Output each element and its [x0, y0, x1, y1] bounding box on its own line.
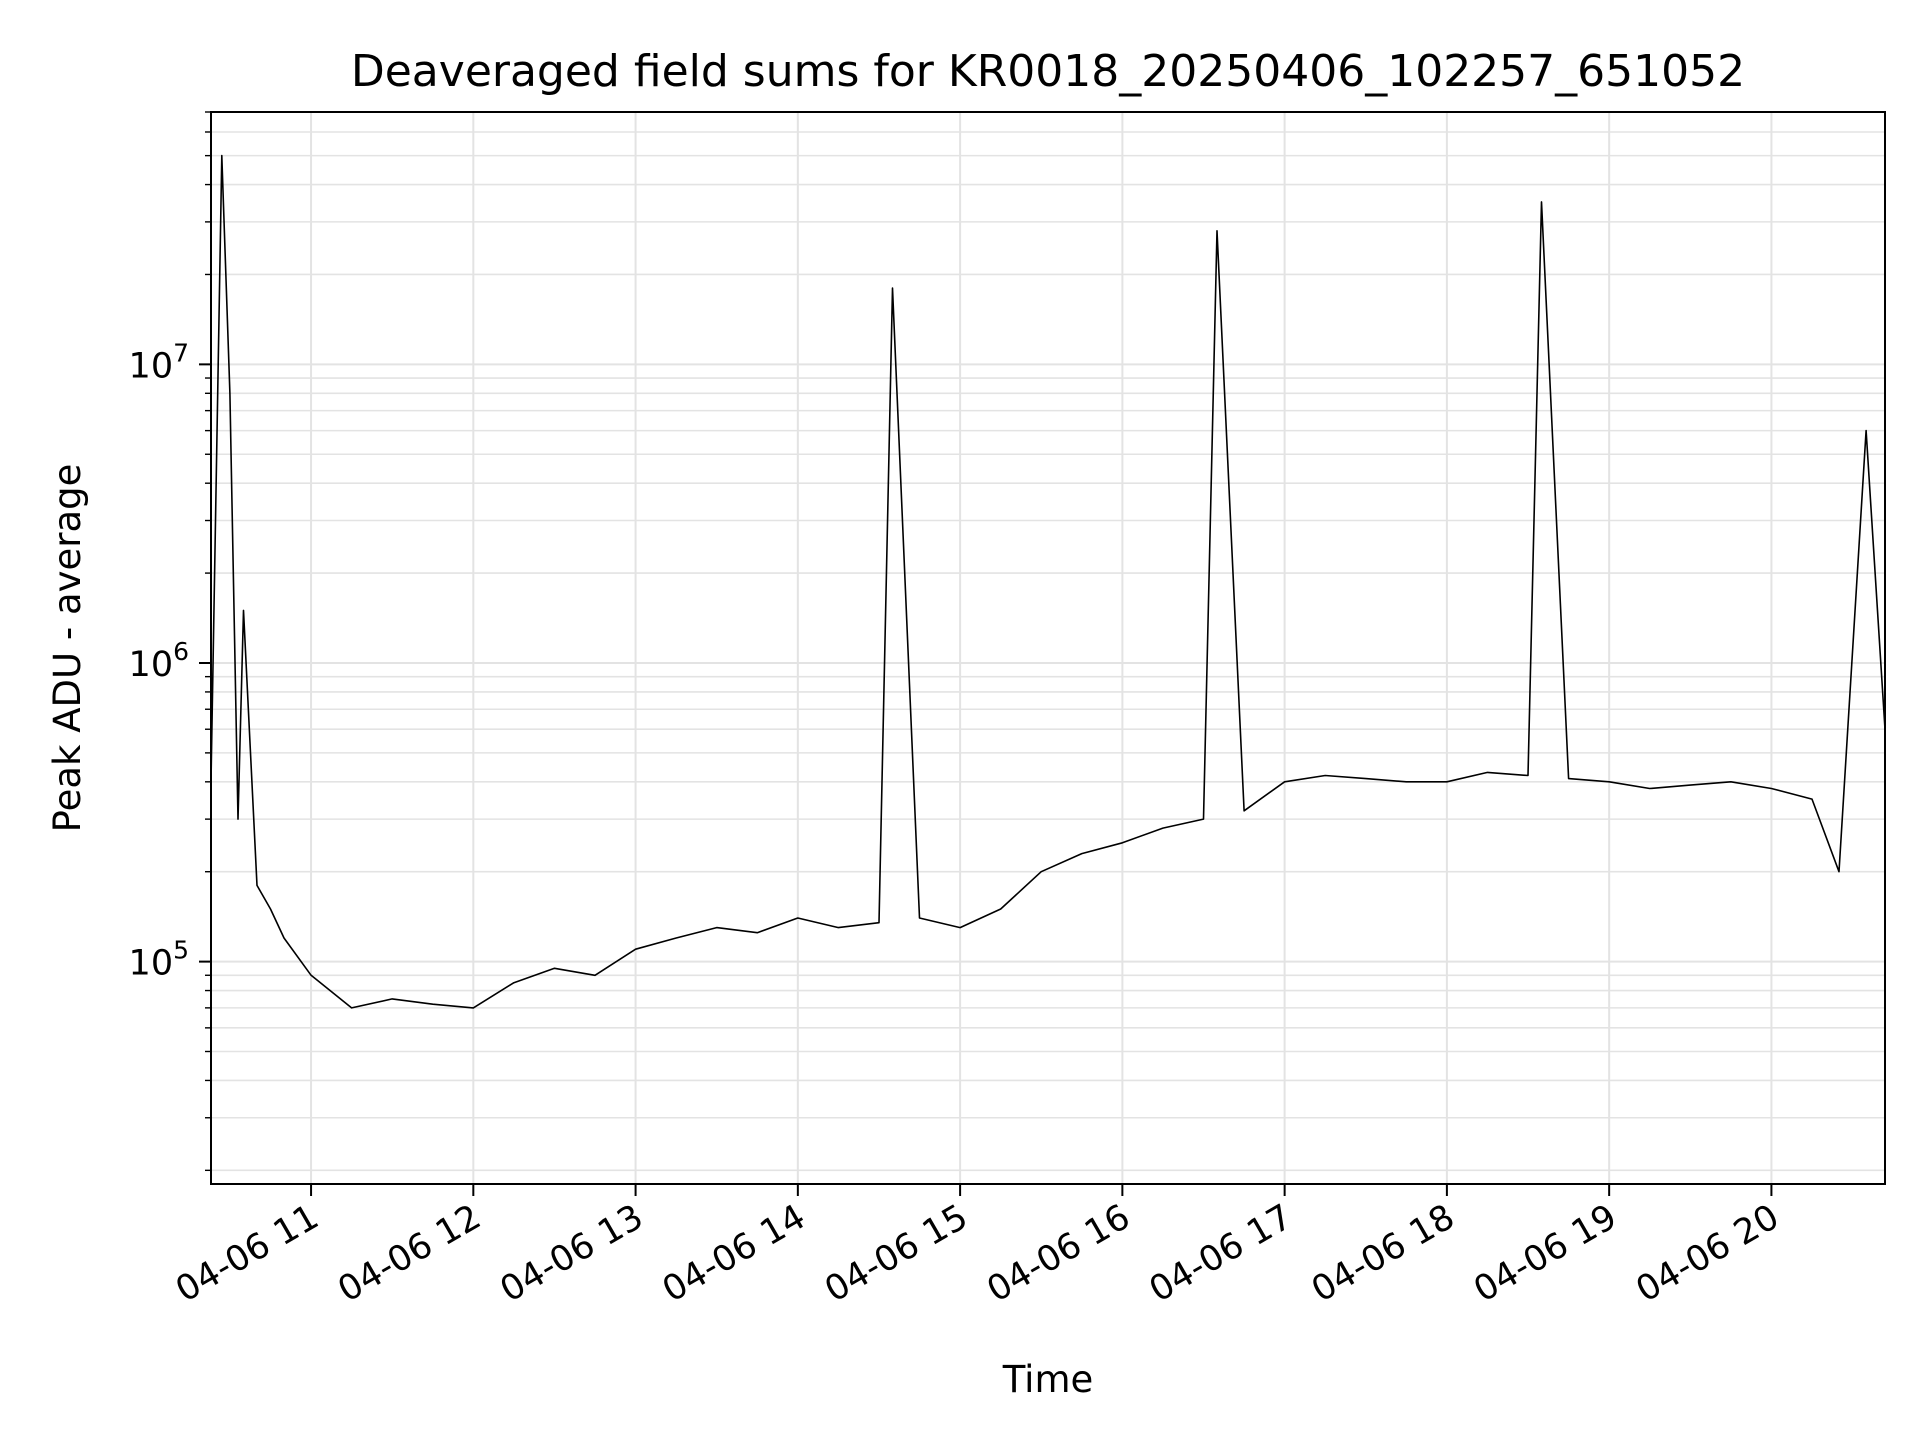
x-axis-label: Time — [1002, 1358, 1094, 1401]
x-tick-label: 04-06 17 — [1143, 1197, 1299, 1310]
x-tick-label: 04-06 19 — [1467, 1197, 1623, 1310]
x-tick-label: 04-06 20 — [1630, 1197, 1786, 1310]
x-tick-label: 04-06 13 — [494, 1197, 650, 1310]
x-axis: 04-06 11 04-06 12 04-06 13 04-06 14 04-06 15… — [169, 1184, 1786, 1310]
grid — [211, 111, 1885, 1184]
x-tick-label: 04-06 12 — [332, 1197, 488, 1310]
y-tick-label: 106 — [129, 637, 189, 685]
x-tick-label: 04-06 18 — [1305, 1197, 1461, 1310]
x-tick-label: 04-06 11 — [169, 1197, 325, 1310]
plot-frame — [210, 111, 1886, 1185]
x-tick-label: 04-06 14 — [656, 1197, 812, 1310]
x-tick-label: 04-06 16 — [981, 1197, 1137, 1310]
y-tick-label: 107 — [129, 338, 189, 386]
series — [210, 154, 1886, 1009]
y-tick-label: 105 — [129, 936, 189, 984]
y-axis: 105 106 107 — [129, 111, 211, 1172]
chart-title: Deaveraged field sums for KR0018_2025040… — [351, 46, 1745, 97]
series-line-0 — [210, 154, 1886, 1009]
y-axis-label: Peak ADU - average — [46, 464, 89, 833]
x-tick-label: 04-06 15 — [818, 1197, 974, 1310]
